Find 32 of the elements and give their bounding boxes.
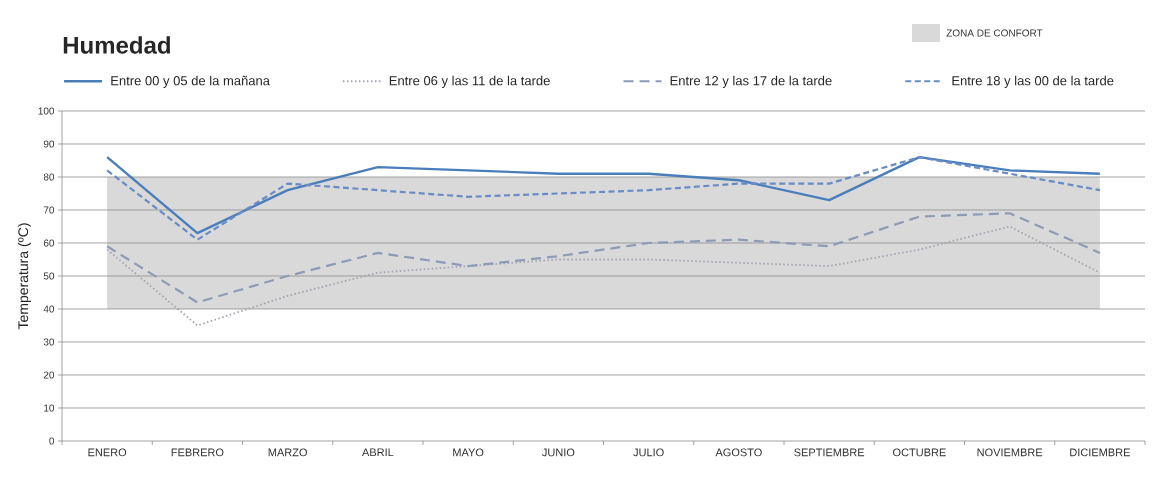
- y-tick-label: 100: [38, 107, 55, 115]
- x-tick-label: MAYO: [453, 448, 484, 457]
- line-series: [106, 225, 1101, 327]
- y-tick-label: 90: [43, 140, 55, 148]
- x-tick-label: DICIEMBRE: [1070, 448, 1130, 457]
- x-tick-label: JUNIO: [542, 448, 575, 457]
- legend-label: Entre 18 y las 00 de la tarde: [952, 75, 1114, 88]
- legend-label: Entre 00 y 05 de la mañana: [111, 75, 270, 88]
- y-tick-label: 60: [43, 239, 55, 247]
- x-tick-label: FEBRERO: [171, 448, 224, 457]
- y-tick-label: 30: [43, 338, 55, 346]
- x-tick-label: NOVIEMBRE: [977, 448, 1043, 457]
- y-tick-label: 80: [43, 173, 55, 181]
- y-tick-label: 20: [43, 371, 55, 379]
- legend-label: Entre 12 y las 17 de la tarde: [670, 75, 832, 88]
- x-tick-label: ENERO: [88, 448, 127, 457]
- y-tick-label: 10: [44, 404, 55, 412]
- x-tick-label: AGOSTO: [715, 448, 762, 457]
- legend-label: ZONA DE CONFORT: [946, 29, 1043, 37]
- x-tick-label: MARZO: [268, 448, 307, 457]
- y-tick-label: 0: [49, 437, 55, 445]
- x-tick-label: SEPTIEMBRE: [794, 448, 865, 457]
- legend-label: Entre 06 y las 11 de la tarde: [389, 75, 550, 88]
- y-axis-title: Temperatura (ºC): [17, 223, 31, 330]
- x-tick-label: ABRIL: [362, 448, 394, 457]
- y-tick-label: 50: [43, 272, 55, 280]
- chart-title: Humedad: [63, 36, 170, 54]
- x-tick-label: JULIO: [633, 448, 664, 457]
- line-series: [106, 212, 1101, 304]
- x-tick-label: OCTUBRE: [893, 448, 946, 457]
- y-tick-label: 70: [43, 206, 55, 214]
- y-tick-label: 40: [43, 305, 55, 313]
